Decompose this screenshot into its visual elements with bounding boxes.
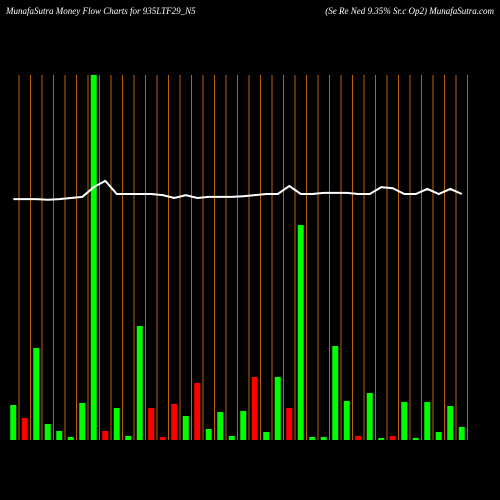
bar xyxy=(67,437,74,440)
bar xyxy=(10,405,17,440)
chart-title: MunafaSutra Money Flow Charts for 935LTF… xyxy=(5,6,196,16)
bar xyxy=(366,393,373,440)
bar xyxy=(240,411,247,440)
bar xyxy=(33,348,40,440)
bar xyxy=(286,408,293,440)
bar xyxy=(217,412,224,440)
bar xyxy=(343,401,350,440)
bar xyxy=(125,436,132,440)
bar xyxy=(297,225,304,440)
bar xyxy=(458,427,465,440)
bar xyxy=(90,75,97,440)
bar xyxy=(148,408,155,440)
bar xyxy=(447,406,454,440)
bar xyxy=(228,436,235,440)
bar xyxy=(332,346,339,440)
bar xyxy=(274,377,281,440)
bar xyxy=(401,402,408,440)
bar xyxy=(44,424,51,440)
bar xyxy=(79,403,86,440)
bar xyxy=(182,416,189,440)
bar xyxy=(194,383,201,440)
bar xyxy=(205,429,212,440)
bar xyxy=(378,438,385,440)
bar xyxy=(102,431,109,440)
bar xyxy=(435,432,442,440)
bar xyxy=(171,404,178,440)
bar xyxy=(56,431,63,440)
bar xyxy=(113,408,120,440)
bar xyxy=(136,326,143,440)
bar xyxy=(424,402,431,440)
bar xyxy=(263,432,270,440)
bar xyxy=(159,437,166,440)
bar xyxy=(412,438,419,440)
bar xyxy=(21,418,28,440)
bar xyxy=(251,377,258,440)
bar xyxy=(309,437,316,440)
bar xyxy=(320,437,327,440)
flow-line xyxy=(13,179,463,201)
bar xyxy=(355,436,362,440)
bar xyxy=(389,436,396,440)
chart-subtitle: (Se Re Ned 9.35% Sr.c Op2) MunafaSutra.c… xyxy=(325,6,494,16)
